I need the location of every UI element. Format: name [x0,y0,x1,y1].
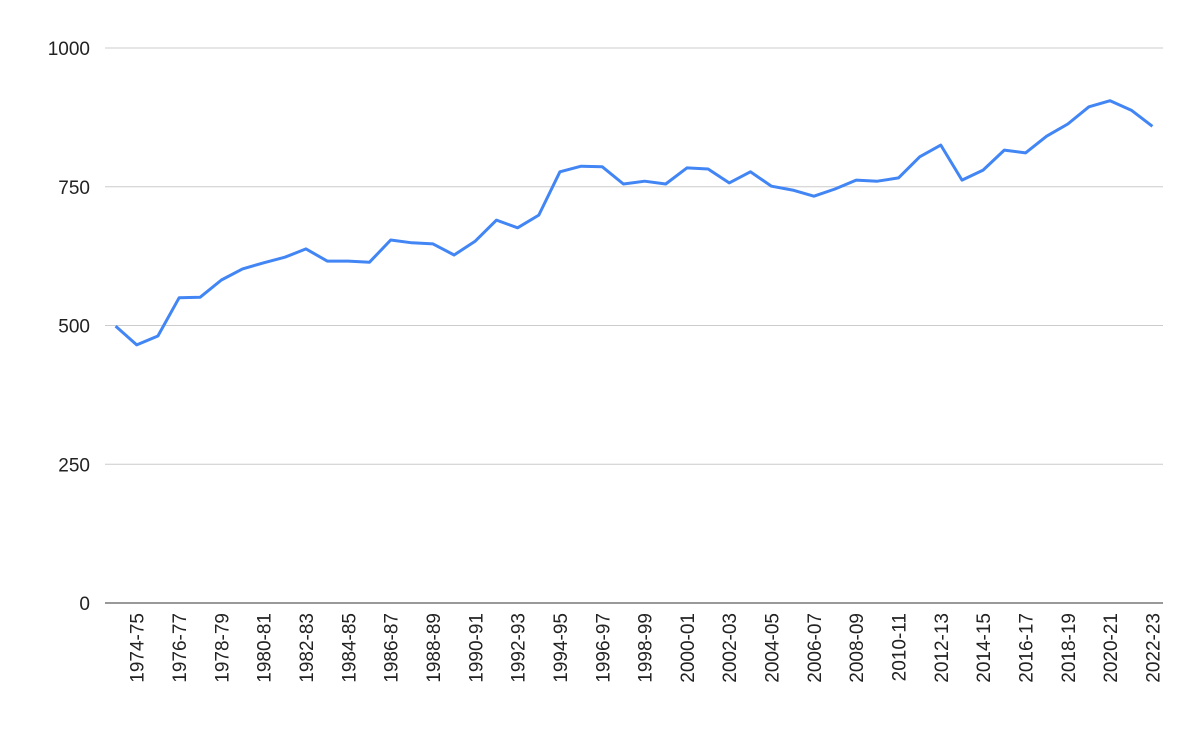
x-tick-label: 1978-79 [212,613,233,683]
x-tick-label: 2022-23 [1143,613,1164,683]
x-tick-label: 2006-07 [805,613,826,683]
x-tick-label: 2008-09 [847,613,868,683]
y-tick-label: 250 [58,455,90,476]
x-tick-label: 2020-21 [1101,613,1122,683]
y-tick-label: 750 [58,178,90,199]
y-tick-label: 500 [58,317,90,338]
x-tick-label: 2012-13 [932,613,953,683]
x-tick-label: 2018-19 [1059,613,1080,683]
line-series [114,99,1154,347]
x-tick-label: 1984-85 [339,613,360,683]
x-tick-label: 2010-11 [890,613,911,681]
x-tick-label: 1976-77 [170,613,191,683]
x-tick-label: 1988-89 [424,613,445,683]
x-tick-label: 1974-75 [128,613,149,683]
x-tick-label: 2002-03 [720,613,741,683]
x-tick-label: 2000-01 [678,613,699,683]
x-tick-label: 2016-17 [1016,613,1037,683]
x-tick-label: 1992-93 [509,613,530,683]
x-tick-label: 1998-99 [636,613,657,683]
x-tick-label: 1994-95 [551,613,572,683]
x-tick-label: 1980-81 [255,613,276,683]
x-tick-label: 1996-97 [593,613,614,683]
x-tick-label: 1990-91 [466,613,487,683]
x-tick-label: 2014-15 [974,613,995,683]
y-tick-label: 0 [79,594,90,615]
x-tick-label: 1982-83 [297,613,318,683]
x-tick-label: 1986-87 [382,613,403,683]
x-tick-label: 2004-05 [763,613,784,683]
y-tick-label: 1000 [48,39,90,60]
